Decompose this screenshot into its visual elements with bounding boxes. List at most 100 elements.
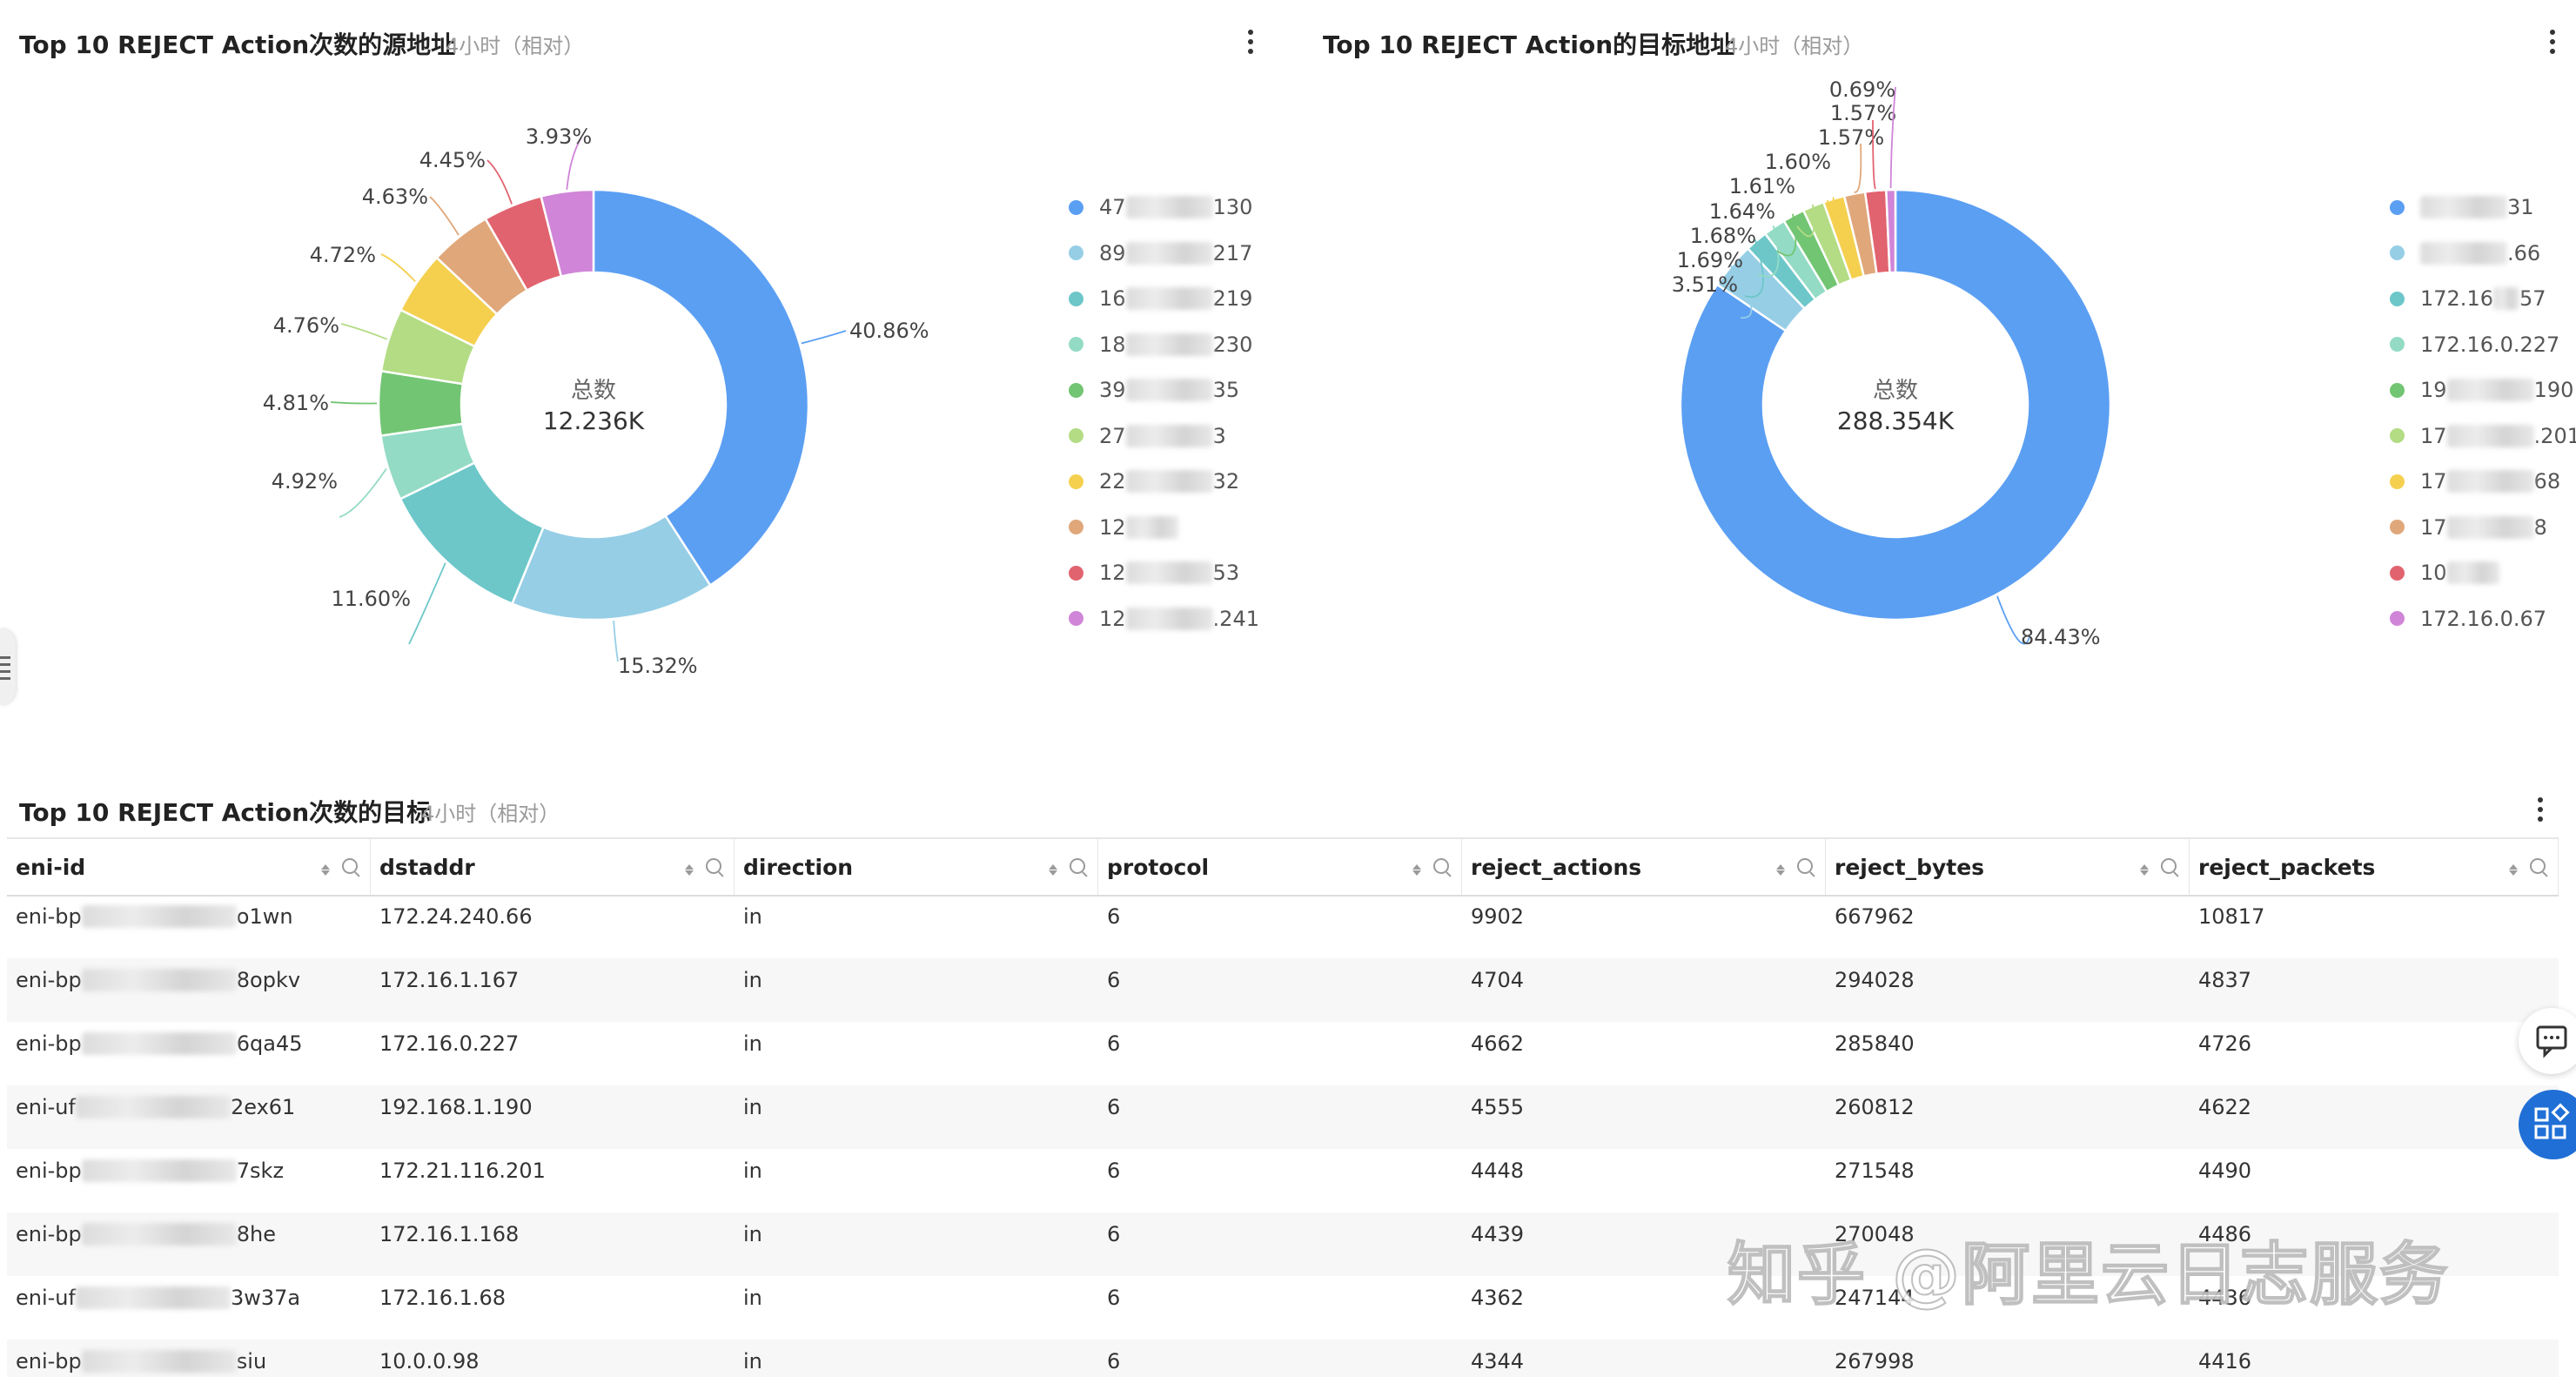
search-filter-icon[interactable]	[1433, 858, 1449, 874]
legend-label-suffix: .66	[2507, 240, 2541, 265]
cell-eni-id: eni-uf 3w37a	[7, 1276, 300, 1320]
legend-color-dot	[2390, 291, 2405, 306]
legend-label-prefix: 172.16	[2420, 286, 2493, 311]
column-header-label: protocol	[1107, 854, 1210, 880]
table-row[interactable]: eni-bp o1wn 172.24.240.66 in 6 9902 667962 1081…	[7, 895, 2559, 958]
chat-icon[interactable]	[2519, 1008, 2576, 1074]
dest-legend-item-6[interactable]: 17 .201	[2390, 419, 2576, 453]
cell-protocol: 6	[1107, 1031, 1121, 1056]
cell-direction: in	[743, 1095, 762, 1119]
legend-label-suffix: 32	[1212, 469, 1240, 494]
eni-id-redacted-mask	[81, 905, 237, 928]
search-filter-icon[interactable]	[706, 858, 721, 874]
legend-label-prefix: 12	[1099, 514, 1126, 540]
source-legend-item-7[interactable]: 22 32	[1069, 464, 1239, 499]
source-slice-label-9: 4.45%	[419, 148, 486, 172]
cell-dstaddr: 172.24.240.66	[379, 904, 533, 929]
source-legend-item-4[interactable]: 18 230	[1069, 327, 1252, 362]
source-panel-menu-icon[interactable]	[1238, 24, 1264, 59]
source-slice-10[interactable]	[540, 188, 595, 279]
list-drawer-icon[interactable]	[0, 628, 16, 705]
column-header-eni-id[interactable]: eni-id	[7, 839, 371, 895]
dest-legend-item-3[interactable]: 172.16 57	[2390, 281, 2546, 316]
cell-reject-packets: 4416	[2198, 1349, 2252, 1374]
column-header-label: reject_actions	[1471, 854, 1642, 880]
table-row[interactable]: eni-bp 6qa45 172.16.0.227 in 6 4662 285840 4726	[7, 1022, 2559, 1085]
column-header-direction[interactable]: direction	[735, 839, 1098, 895]
column-header-reject-packets[interactable]: reject_packets	[2190, 839, 2559, 895]
cell-dstaddr: 172.16.1.168	[379, 1222, 520, 1246]
dest-legend-item-5[interactable]: 19 190	[2390, 373, 2573, 407]
eni-id-redacted-mask	[81, 1223, 237, 1246]
dest-slice-label-6: 1.61%	[1729, 174, 1795, 198]
cell-dstaddr: 10.0.0.98	[379, 1349, 480, 1374]
apps-grid-icon[interactable]	[2519, 1090, 2576, 1159]
dest-legend-item-2[interactable]: .66	[2390, 236, 2540, 271]
legend-label-prefix: 47	[1099, 195, 1126, 219]
source-legend-item-5[interactable]: 39 35	[1069, 373, 1239, 407]
legend-label-prefix: 19	[2420, 378, 2447, 402]
legend-label-suffix: .201	[2533, 423, 2576, 448]
legend-redacted-mask	[1125, 379, 1213, 401]
sort-icon[interactable]	[1047, 860, 1059, 879]
sort-icon[interactable]	[1774, 860, 1787, 879]
sort-icon[interactable]	[683, 860, 695, 879]
source-legend-item-6[interactable]: 27 3	[1069, 419, 1226, 453]
cell-direction: in	[743, 1222, 762, 1246]
legend-label-prefix: 17	[2420, 469, 2447, 494]
sort-icon[interactable]	[2138, 860, 2150, 879]
search-filter-icon[interactable]	[1070, 858, 1085, 874]
source-legend-item-2[interactable]: 89 217	[1069, 236, 1252, 271]
eni-id-redacted-mask	[81, 969, 237, 991]
dest-legend-item-9[interactable]: 10	[2390, 555, 2499, 590]
source-leader-line-3	[408, 562, 446, 645]
dest-leader-line-7	[1827, 197, 1835, 219]
eni-id-prefix: eni-bp	[16, 968, 82, 992]
source-legend-item-1[interactable]: 47 130	[1069, 190, 1252, 225]
cell-direction: in	[743, 904, 762, 929]
search-filter-icon[interactable]	[1797, 858, 1813, 874]
column-header-protocol[interactable]: protocol	[1098, 839, 1462, 895]
cell-reject-bytes: 267998	[1835, 1349, 1915, 1374]
dest-legend-item-4[interactable]: 172.16.0.227	[2390, 327, 2559, 362]
search-filter-icon[interactable]	[2530, 858, 2546, 874]
dest-leader-line-4	[1757, 225, 1780, 278]
table-panel-menu-icon[interactable]	[2527, 792, 2553, 827]
source-slice-1[interactable]	[592, 188, 810, 588]
source-legend-item-3[interactable]: 16 219	[1069, 281, 1252, 316]
legend-redacted-mask	[2492, 287, 2519, 310]
dest-legend-item-7[interactable]: 17 68	[2390, 464, 2560, 499]
cell-protocol: 6	[1107, 904, 1121, 929]
search-filter-icon[interactable]	[2161, 858, 2177, 874]
dest-legend-item-8[interactable]: 17 8	[2390, 510, 2547, 545]
table-row[interactable]: eni-uf 2ex61 192.168.1.190 in 6 4555 260812 462…	[7, 1085, 2559, 1149]
legend-color-dot	[2390, 245, 2405, 260]
legend-color-dot	[2390, 428, 2405, 443]
source-legend-item-10[interactable]: 12 .241	[1069, 601, 1259, 636]
column-header-reject-bytes[interactable]: reject_bytes	[1826, 839, 2190, 895]
legend-label-suffix: 130	[1212, 195, 1253, 219]
source-legend-item-8[interactable]: 12	[1069, 510, 1178, 545]
sort-icon[interactable]	[319, 860, 332, 879]
column-header-dstaddr[interactable]: dstaddr	[371, 839, 735, 895]
column-header-reject-actions[interactable]: reject_actions	[1462, 839, 1826, 895]
sort-icon[interactable]	[2507, 860, 2519, 879]
dest-slice-1[interactable]	[1679, 188, 2112, 621]
table-row[interactable]: eni-bp 7skz 172.21.116.201 in 6 4448 271548 449…	[7, 1149, 2559, 1212]
table-row[interactable]: eni-uf 3w37a 172.16.1.68 in 6 4362 247144 4436	[7, 1276, 2559, 1340]
legend-label-prefix: 17	[2420, 514, 2447, 540]
dest-legend-item-10[interactable]: 172.16.0.67	[2390, 601, 2546, 636]
table-row[interactable]: eni-bp siu 10.0.0.98 in 6 4344 267998 4416	[7, 1340, 2559, 1377]
dest-slice-10[interactable]	[1884, 188, 1897, 274]
sort-icon[interactable]	[1411, 860, 1423, 879]
dest-legend-item-1[interactable]: 31	[2390, 190, 2534, 225]
source-legend-item-9[interactable]: 12 53	[1069, 555, 1239, 590]
cell-eni-id: eni-bp siu	[7, 1340, 266, 1377]
legend-color-dot	[2390, 382, 2405, 398]
search-filter-icon[interactable]	[342, 858, 358, 874]
cell-protocol: 6	[1107, 1286, 1121, 1310]
table-row[interactable]: eni-bp 8opkv 172.16.1.167 in 6 4704 294028 4837	[7, 958, 2559, 1022]
legend-redacted-mask	[2446, 515, 2534, 539]
table-row[interactable]: eni-bp 8he 172.16.1.168 in 6 4439 270048 4486	[7, 1212, 2559, 1276]
dest-panel-menu-icon[interactable]	[2539, 24, 2566, 59]
